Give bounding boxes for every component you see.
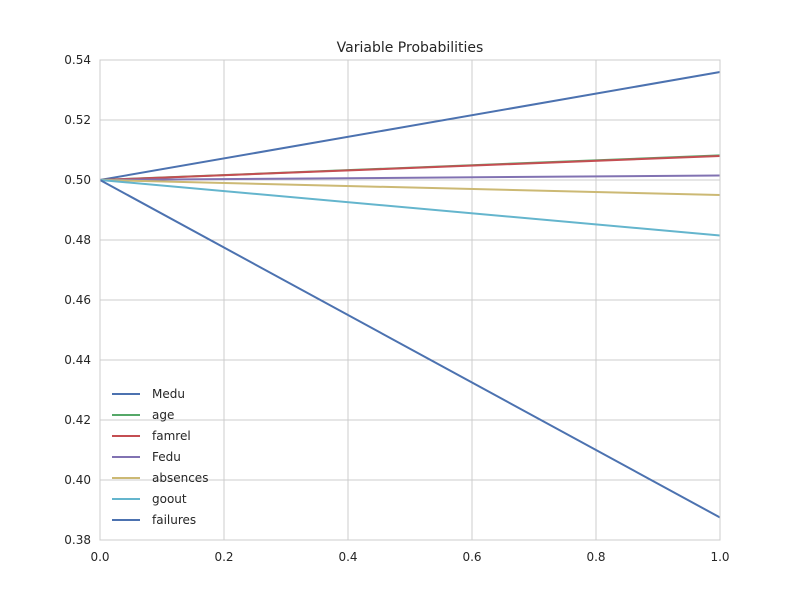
series-line-failures [99,179,721,519]
x-tick-label: 0.0 [90,550,109,564]
x-axis: 0.0 0.2 0.4 0.6 0.8 1.0 [90,550,729,564]
series-line-famrel [99,155,721,181]
series-line-absences [99,179,721,196]
legend-label: failures [152,513,196,527]
chart-title: Variable Probabilities [337,40,484,56]
legend-label: absences [152,471,208,485]
y-tick-label: 0.46 [64,293,91,307]
y-tick-label: 0.44 [64,353,91,367]
y-tick-label: 0.54 [64,53,91,67]
x-tick-label: 1.0 [710,550,729,564]
series-group [99,71,721,519]
y-tick-label: 0.52 [64,113,91,127]
plot-frame [99,59,721,541]
y-tick-label: 0.40 [64,473,91,487]
y-tick-label: 0.50 [64,173,91,187]
legend-label: age [152,408,174,422]
y-axis: 0.38 0.40 0.42 0.44 0.46 0.48 0.50 0.52 0.54 [64,53,91,547]
series-line-goout [99,179,721,237]
legend-label: famrel [152,429,191,443]
series-line-medu [99,71,721,181]
x-tick-label: 0.4 [338,550,357,564]
x-tick-label: 0.6 [462,550,481,564]
x-tick-label: 0.2 [214,550,233,564]
y-tick-label: 0.48 [64,233,91,247]
legend-label: goout [152,492,187,506]
y-tick-label: 0.38 [64,533,91,547]
series-line-fedu [99,174,721,181]
x-tick-label: 0.8 [586,550,605,564]
legend: Medu age famrel Fedu absences goout failures [112,387,208,527]
legend-label: Fedu [152,450,181,464]
legend-label: Medu [152,387,185,401]
y-tick-label: 0.42 [64,413,91,427]
